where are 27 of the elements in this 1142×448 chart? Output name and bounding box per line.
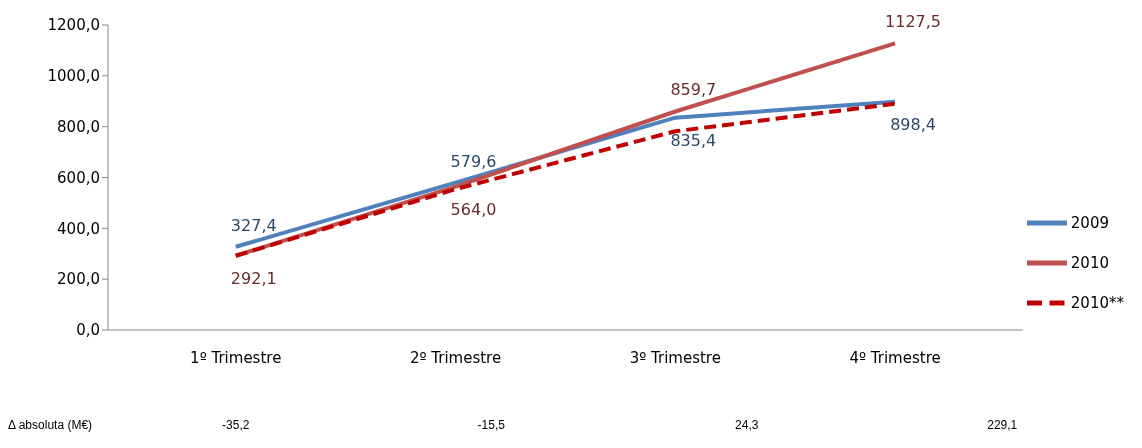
x-tick-label: 2º Trimestre <box>409 348 502 367</box>
y-tick-label: 200,0 <box>57 270 100 289</box>
text: -35,2 <box>222 418 250 432</box>
data-label: 579,6 <box>450 151 497 171</box>
text: Δ absoluta (M€) <box>8 418 93 432</box>
legend-label: 2010** <box>1070 293 1124 312</box>
text: 229,1 <box>987 418 1018 432</box>
y-tick-label: 800,0 <box>57 117 100 136</box>
data-label: 564,0 <box>450 199 497 219</box>
data-label: 327,4 <box>230 215 277 235</box>
data-label: 292,1 <box>230 268 277 288</box>
data-label: 1127,5 <box>885 12 942 32</box>
y-tick-label: 400,0 <box>57 219 100 238</box>
data-label: 835,4 <box>670 130 717 150</box>
y-tick-label: 0,0 <box>76 321 100 340</box>
y-tick-label: 1000,0 <box>47 67 100 86</box>
y-tick-label: 600,0 <box>57 168 100 187</box>
legend-label: 2010 <box>1070 253 1109 272</box>
x-tick-label: 3º Trimestre <box>629 348 721 367</box>
x-tick-label: 4º Trimestre <box>849 348 941 367</box>
text: 24,3 <box>735 418 759 432</box>
legend-label: 2009 <box>1070 213 1109 232</box>
x-tick-label: 1º Trimestre <box>190 348 282 367</box>
y-tick-label: 1200,0 <box>47 16 100 35</box>
data-label: 898,4 <box>890 114 936 134</box>
text: -15,5 <box>477 418 505 432</box>
data-label: 859,7 <box>670 80 717 100</box>
